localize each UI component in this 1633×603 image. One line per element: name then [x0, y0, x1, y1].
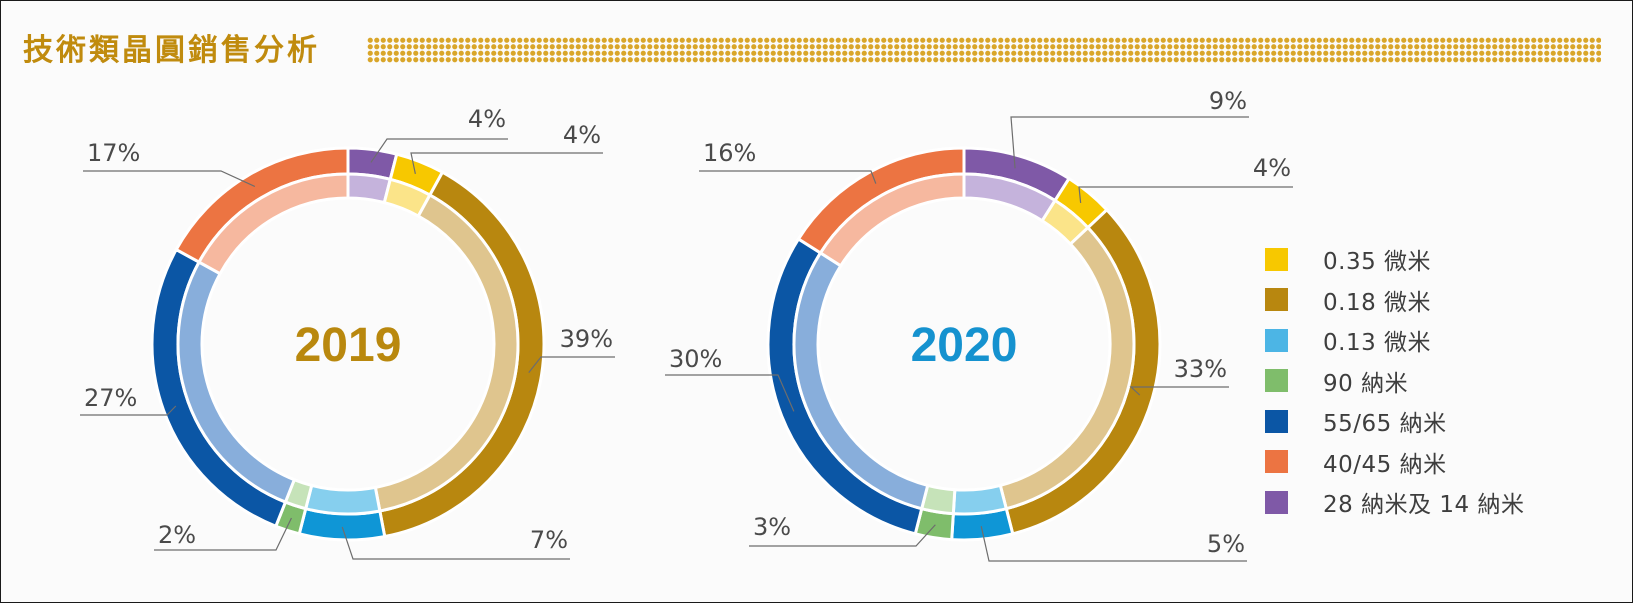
leader-line [341, 526, 570, 560]
data-label: 33% [1174, 355, 1227, 383]
center-year-label: 2020 [911, 319, 1018, 372]
donut-segment-inner [818, 172, 966, 268]
center-year-label: 2019 [295, 319, 402, 372]
leader-line [1129, 386, 1229, 396]
legend-item: 0.18 微米 [1265, 280, 1524, 321]
donut-segment-inner [196, 172, 350, 276]
legend-label: 0.35 微米 [1323, 249, 1432, 276]
data-label: 4% [1253, 154, 1291, 182]
donut-chart-2020: 9% 4% 33% 5% 3% 30% 16% 2020 [665, 87, 1293, 562]
leader-line [749, 524, 936, 547]
legend-label: 0.18 微米 [1323, 289, 1432, 316]
data-label: 3% [753, 513, 791, 541]
legend-swatch [1265, 247, 1288, 271]
data-label: 17% [87, 139, 140, 167]
leader-line [80, 405, 177, 416]
leader-line [410, 152, 603, 174]
leader-line [980, 526, 1247, 562]
leader-line [699, 170, 877, 184]
data-label: 5% [1207, 530, 1245, 558]
data-label: 2% [158, 521, 196, 549]
legend-item: 55/65 納米 [1265, 401, 1524, 442]
legend-item: 90 納米 [1265, 361, 1524, 402]
leader-line [1078, 186, 1293, 204]
legend-label: 40/45 納米 [1323, 451, 1447, 478]
donut-segment-inner [951, 483, 1009, 516]
dotted-divider [367, 37, 1601, 63]
legend-label: 55/65 納米 [1323, 411, 1447, 438]
data-label: 27% [84, 384, 137, 412]
legend-swatch [1265, 328, 1288, 352]
legend-swatch [1265, 369, 1288, 393]
leader-line [83, 170, 256, 188]
legend-item: 40/45 納米 [1265, 442, 1524, 483]
leader-line [528, 356, 615, 373]
page-title: 技術類晶圓銷售分析 [23, 33, 320, 68]
data-label: 16% [703, 139, 756, 167]
legend-swatch [1265, 409, 1288, 433]
leader-line [370, 138, 508, 163]
data-label: 7% [530, 526, 568, 554]
data-label: 4% [563, 121, 601, 149]
legend-swatch [1265, 450, 1288, 474]
leader-line [154, 517, 292, 551]
legend-label: 28 納米及 14 納米 [1323, 492, 1525, 519]
data-label: 4% [468, 105, 506, 133]
leader-line [1010, 116, 1249, 169]
leader-line [665, 374, 795, 412]
legend-swatch [1265, 490, 1288, 514]
data-label: 9% [1209, 87, 1247, 115]
legend-swatch [1265, 288, 1288, 312]
donut-segment-inner [303, 483, 382, 516]
legend-item: 0.13 微米 [1265, 320, 1524, 361]
donut-chart-2019: 4% 4% 39% 7% 2% 27% 17% 2019 [80, 105, 615, 560]
legend-label: 0.13 微米 [1323, 330, 1432, 357]
legend: 0.35 微米 0.18 微米 0.13 微米 90 納米 55/65 納米 4… [1265, 239, 1524, 523]
legend-item: 28 納米及 14 納米 [1265, 482, 1524, 523]
legend-item: 0.35 微米 [1265, 239, 1524, 280]
data-label: 39% [560, 325, 613, 353]
legend-label: 90 納米 [1323, 370, 1409, 397]
data-label: 30% [669, 345, 722, 373]
